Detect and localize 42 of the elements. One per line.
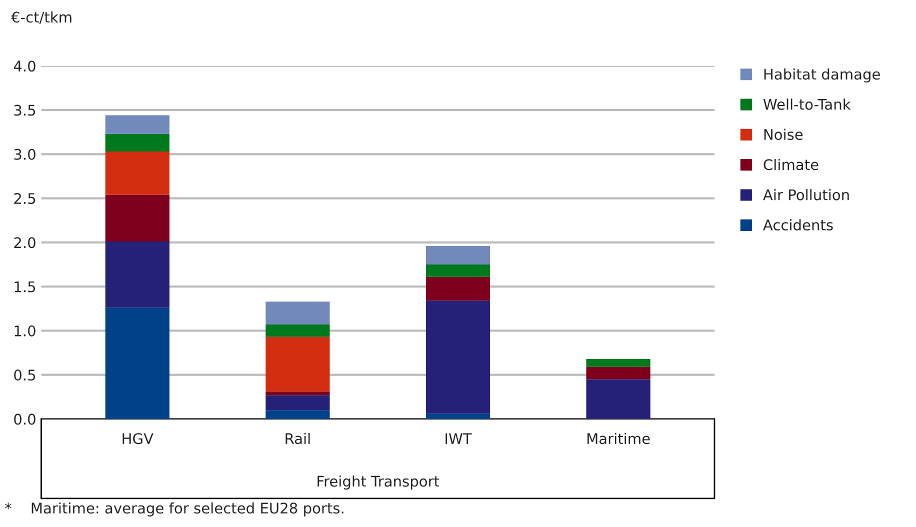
bar [105,242,170,308]
legend-label: Climate [764,158,818,170]
legend-label: Habitat damage [764,68,880,83]
bar [426,300,490,414]
bar [586,366,650,380]
bar [426,414,490,419]
bar [266,395,330,410]
legend-label: Air Pollution [763,189,849,200]
bar [586,379,650,419]
bar [105,115,170,134]
bar [105,134,170,152]
x-tick-label: IWT [446,433,472,444]
y-tick-label: 2.5 [14,193,36,204]
x-axis-title: Freight Transport [318,475,440,490]
legend-label: Accidents [763,219,833,230]
y-tick-label: 2.0 [14,237,36,248]
text: * Maritime: average for selected EU28 ports. [5,502,344,516]
bar [266,392,330,396]
bar [426,264,490,277]
bar [586,358,650,367]
x-tick-label: Maritime [587,432,650,444]
bar [266,410,330,419]
bar [426,276,490,301]
bar [426,246,490,264]
bar [266,324,330,337]
legend-label: Well-to-Tank [763,98,851,110]
y-tick-label: 1.0 [14,325,36,336]
x-tick-label: Rail [286,432,310,444]
y-tick-label: 0.5 [14,370,36,381]
bar [266,302,330,325]
y-tick-label: 4.0 [14,60,36,72]
bar [105,308,170,419]
bar [105,152,170,195]
bar [105,194,170,242]
legend-label: Noise [764,128,803,140]
y-tick-label: 3.0 [14,148,36,160]
x-tick-label: HGV [122,433,154,444]
bar [266,336,330,392]
y-tick-label: 3.5 [14,104,36,116]
y-tick-label: 0.0 [14,414,36,425]
y-axis-title: €-ct/tkm [10,11,72,24]
y-tick-label: 1.5 [14,281,36,292]
